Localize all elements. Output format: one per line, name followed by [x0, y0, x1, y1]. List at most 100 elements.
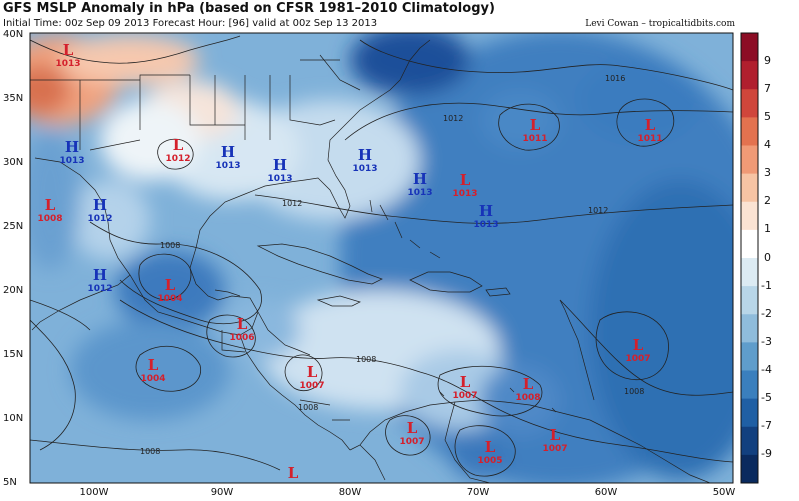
high-pressure-symbol: H: [221, 143, 235, 161]
pressure-value: 1013: [215, 161, 240, 171]
colorbar-label: 1: [764, 222, 771, 235]
colorbar-swatch: [741, 370, 758, 400]
low-pressure-symbol: L: [63, 41, 74, 59]
pressure-value: 1007: [399, 437, 424, 447]
lat-tick-label: 40N: [3, 29, 23, 40]
high-pressure-symbol: H: [93, 266, 107, 284]
colorbar-swatch: [741, 201, 758, 231]
pressure-value: 1013: [407, 188, 432, 198]
low-pressure-symbol: L: [165, 276, 176, 294]
colorbar-labels: 9 7 5 4 3 2 1 0 -1 -2 -3 -4 -5 -7 -9: [761, 54, 772, 460]
pressure-value: 1013: [452, 189, 477, 199]
low-pressure-symbol: L: [633, 336, 644, 354]
credit-text: Levi Cowan – tropicaltidbits.com: [585, 19, 735, 29]
lat-tick-label: 10N: [3, 413, 23, 424]
low-pressure-symbol: L: [645, 116, 656, 134]
colorbar-swatch: [741, 117, 758, 146]
pressure-value: 1012: [165, 154, 190, 164]
high-pressure-symbol: H: [93, 196, 107, 214]
pressure-value: 1013: [55, 59, 80, 69]
low-pressure-symbol: L: [523, 375, 534, 393]
isobar-label: 1012: [443, 114, 463, 123]
lat-tick-label: 15N: [3, 349, 23, 360]
map-area: 1016 1012 1012 1008 1008 1008 1008 1008 …: [30, 33, 733, 483]
low-pressure-symbol: L: [45, 196, 56, 214]
low-pressure-symbol: L: [237, 315, 248, 333]
low-pressure-symbol: L: [550, 426, 561, 444]
colorbar-swatch: [741, 258, 758, 287]
pressure-value: 1008: [515, 393, 540, 403]
isobar-label: 1016: [605, 74, 625, 83]
pressure-value: 1013: [352, 164, 377, 174]
longitude-labels: 100W 90W 80W 70W 60W 50W: [80, 487, 736, 498]
low-pressure-symbol: L: [460, 373, 471, 391]
colorbar-label: 0: [764, 251, 771, 264]
lat-tick-label: 5N: [3, 477, 17, 488]
pressure-value: 1012: [87, 214, 112, 224]
colorbar-swatch: [741, 286, 758, 315]
colorbar-label: 4: [764, 138, 771, 151]
colorbar-label: -3: [761, 335, 772, 348]
low-pressure-symbol: L: [173, 136, 184, 154]
colorbar-swatch: [741, 61, 758, 90]
pressure-value: 1004: [140, 374, 165, 384]
isobar-label: 1008: [160, 241, 180, 250]
pressure-value: 1013: [59, 156, 84, 166]
low-pressure-symbol: L: [148, 356, 159, 374]
colorbar-swatch: [741, 398, 758, 428]
colorbar-label: 9: [764, 54, 771, 67]
lat-tick-label: 35N: [3, 93, 23, 104]
low-pressure-symbol: L: [307, 363, 318, 381]
colorbar-label: 2: [764, 194, 771, 207]
pressure-value: 1011: [637, 134, 662, 144]
lon-tick-label: 70W: [467, 487, 490, 498]
colorbar-label: -2: [761, 307, 772, 320]
colorbar-label: -4: [761, 363, 772, 376]
lon-tick-label: 60W: [595, 487, 618, 498]
colorbar-swatch: [741, 89, 758, 118]
pressure-value: 1007: [625, 354, 650, 364]
colorbar-frame: [740, 32, 759, 484]
isobars: [30, 35, 733, 477]
pressure-value: 1008: [37, 214, 62, 224]
low-pressure-symbol: L: [407, 419, 418, 437]
coastlines: [30, 39, 711, 483]
high-pressure-symbol: H: [65, 138, 79, 156]
map-frame: [29, 32, 734, 484]
pressure-value: 1006: [229, 333, 254, 343]
isobar-label: 1008: [140, 447, 160, 456]
pressure-value: 1007: [452, 391, 477, 401]
pressure-value: 1012: [87, 284, 112, 294]
colorbar-swatch: [741, 33, 758, 62]
colorbar-label: -1: [761, 279, 772, 292]
lat-tick-label: 25N: [3, 221, 23, 232]
colorbar-swatch: [741, 342, 758, 371]
high-pressure-symbol: H: [273, 156, 287, 174]
isobar-label: 1008: [356, 355, 376, 364]
colorbar-swatch: [741, 173, 758, 203]
lon-tick-label: 100W: [80, 487, 109, 498]
pressure-value: 1011: [522, 134, 547, 144]
colorbar-label: 5: [764, 110, 771, 123]
pressure-value: 1013: [267, 174, 292, 184]
isobar-label: 1012: [588, 206, 608, 215]
pressure-value: 1007: [299, 381, 324, 391]
colorbar-swatch: [741, 145, 758, 175]
colorbar: [741, 33, 758, 484]
colorbar-swatch: [741, 426, 758, 456]
colorbar-label: 7: [764, 82, 771, 95]
lat-tick-label: 30N: [3, 157, 23, 168]
lat-tick-label: 20N: [3, 285, 23, 296]
colorbar-swatch: [741, 229, 758, 259]
low-pressure-symbol: L: [288, 464, 299, 482]
chart-subtitle: Initial Time: 00z Sep 09 2013 Forecast H…: [3, 18, 378, 29]
lon-tick-label: 50W: [713, 487, 736, 498]
chart-title: GFS MSLP Anomaly in hPa (based on CFSR 1…: [3, 1, 495, 16]
isobar-label: 1012: [282, 199, 302, 208]
colorbar-swatch: [741, 314, 758, 343]
pressure-value: 1005: [477, 456, 502, 466]
colorbar-label: 3: [764, 166, 771, 179]
high-pressure-symbol: H: [413, 170, 427, 188]
